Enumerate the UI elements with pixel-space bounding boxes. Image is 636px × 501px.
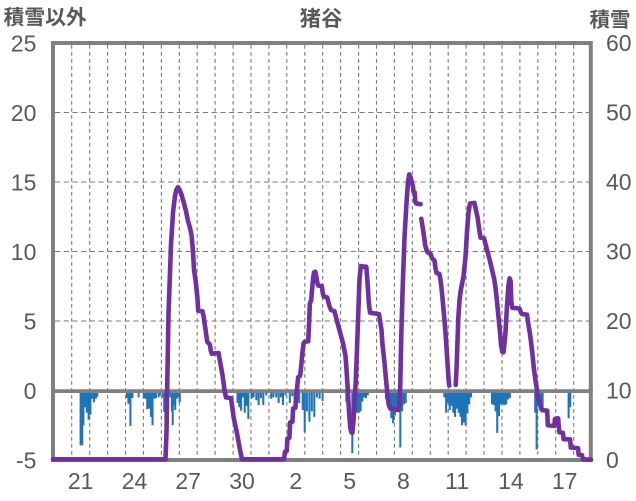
svg-text:15: 15: [11, 169, 37, 195]
svg-text:10: 10: [606, 378, 632, 404]
svg-text:0: 0: [24, 378, 37, 404]
svg-text:10: 10: [11, 239, 37, 265]
svg-text:60: 60: [606, 30, 632, 56]
svg-text:24: 24: [122, 468, 148, 494]
svg-text:5: 5: [343, 468, 356, 494]
svg-text:40: 40: [606, 169, 632, 195]
svg-text:30: 30: [229, 468, 255, 494]
svg-text:8: 8: [397, 468, 410, 494]
svg-text:2: 2: [289, 468, 302, 494]
svg-text:50: 50: [606, 100, 632, 126]
svg-text:-5: -5: [16, 447, 36, 473]
svg-text:14: 14: [498, 468, 524, 494]
svg-text:17: 17: [552, 468, 578, 494]
svg-text:5: 5: [24, 308, 37, 334]
svg-text:30: 30: [606, 239, 632, 265]
svg-text:25: 25: [11, 30, 37, 56]
svg-text:0: 0: [606, 447, 619, 473]
svg-text:21: 21: [68, 468, 94, 494]
svg-text:20: 20: [606, 308, 632, 334]
svg-text:27: 27: [175, 468, 201, 494]
svg-text:11: 11: [445, 468, 469, 494]
svg-text:20: 20: [11, 100, 37, 126]
